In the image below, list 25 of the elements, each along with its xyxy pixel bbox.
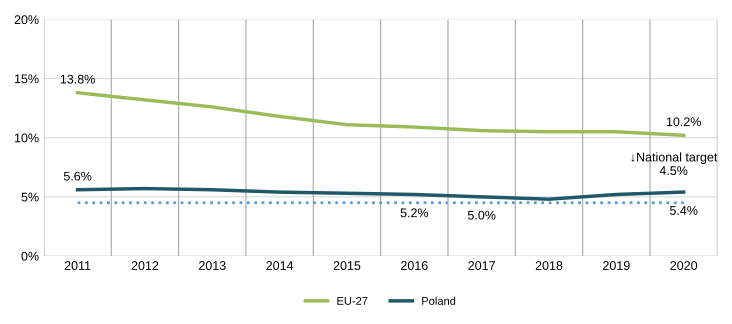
x-tick-label: 2014 <box>266 261 294 270</box>
line-series <box>76 186 686 201</box>
x-tick-label: 2019 <box>603 261 630 270</box>
x-tick-label: 2017 <box>468 261 495 270</box>
y-tick-label: 20% <box>14 15 39 24</box>
x-tick-label: 2018 <box>536 261 562 270</box>
y-tick-label: 0% <box>21 252 39 261</box>
x-tick-label: 2020 <box>670 261 698 270</box>
ref-line-label: ↓National target 4.5% <box>631 152 718 175</box>
data-label: 5.2% <box>400 208 428 218</box>
y-tick-label: 15% <box>14 74 39 84</box>
data-label: 5.4% <box>670 206 698 215</box>
legend-label: Poland <box>422 296 456 305</box>
x-tick-label: 2013 <box>199 261 226 270</box>
data-label: 10.2% <box>666 117 701 126</box>
legend-label: EU-27 <box>337 297 368 305</box>
data-label: 13.8% <box>60 74 95 84</box>
y-tick-label: 5% <box>21 192 39 202</box>
data-label: 5.6% <box>64 172 92 181</box>
y-tick-label: 10% <box>14 134 39 142</box>
data-label: 5.0% <box>468 210 496 220</box>
x-tick-label: 2011 <box>64 261 90 270</box>
x-tick-label: 2015 <box>334 261 360 270</box>
x-tick-label: 2016 <box>401 261 428 270</box>
x-tick-label: 2012 <box>132 261 158 270</box>
